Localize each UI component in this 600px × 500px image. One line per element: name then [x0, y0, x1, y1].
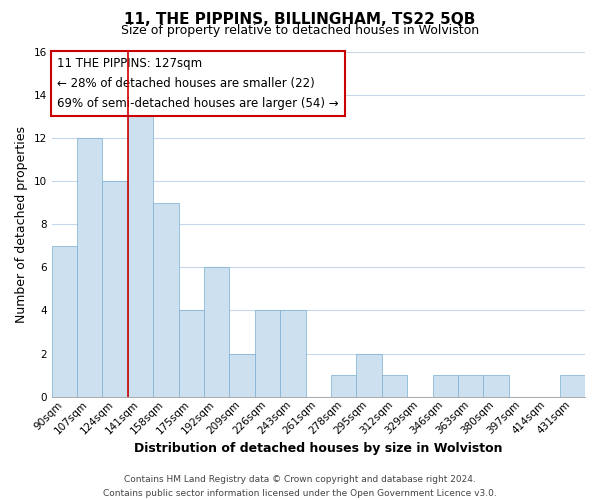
Bar — [103, 181, 128, 397]
Bar — [204, 268, 229, 397]
Bar — [179, 310, 204, 397]
Bar — [77, 138, 103, 397]
Bar — [458, 375, 484, 397]
Text: Size of property relative to detached houses in Wolviston: Size of property relative to detached ho… — [121, 24, 479, 37]
Bar — [229, 354, 255, 397]
X-axis label: Distribution of detached houses by size in Wolviston: Distribution of detached houses by size … — [134, 442, 503, 455]
Bar — [128, 116, 153, 397]
Y-axis label: Number of detached properties: Number of detached properties — [15, 126, 28, 322]
Text: Contains HM Land Registry data © Crown copyright and database right 2024.
Contai: Contains HM Land Registry data © Crown c… — [103, 476, 497, 498]
Bar — [52, 246, 77, 397]
Bar — [484, 375, 509, 397]
Bar — [280, 310, 305, 397]
Bar — [331, 375, 356, 397]
Text: 11 THE PIPPINS: 127sqm
← 28% of detached houses are smaller (22)
69% of semi-det: 11 THE PIPPINS: 127sqm ← 28% of detached… — [57, 56, 338, 110]
Bar — [382, 375, 407, 397]
Bar — [153, 202, 179, 397]
Bar — [560, 375, 585, 397]
Bar — [356, 354, 382, 397]
Bar — [433, 375, 458, 397]
Text: 11, THE PIPPINS, BILLINGHAM, TS22 5QB: 11, THE PIPPINS, BILLINGHAM, TS22 5QB — [124, 12, 476, 28]
Bar — [255, 310, 280, 397]
